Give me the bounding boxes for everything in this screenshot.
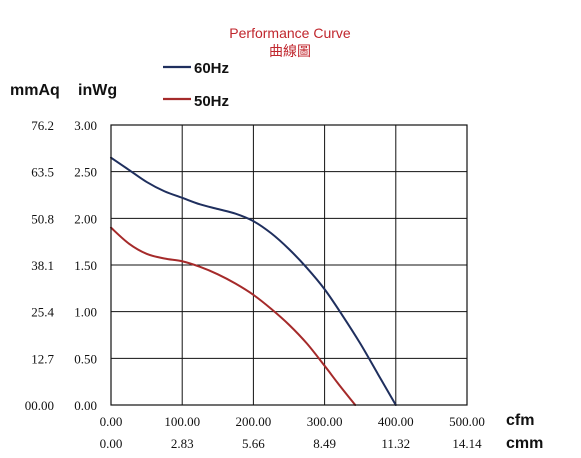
y-tick-label-inwg: 0.50	[74, 351, 97, 366]
y-tick-label-mmaq: 12.7	[31, 351, 54, 366]
chart-subtitle: 曲線圖	[269, 43, 311, 59]
legend-label-60hz: 60Hz	[194, 60, 229, 77]
x-tick-label-cmm: 11.32	[381, 436, 410, 451]
y-tick-label-mmaq: 25.4	[31, 305, 54, 320]
x-tick-label-cfm: 0.00	[100, 414, 123, 429]
x-tick-label-cfm: 500.00	[449, 414, 485, 429]
x-axis-unit-cmm: cmm	[506, 435, 543, 452]
y-tick-label-inwg: 0.00	[74, 398, 97, 413]
y-tick-label-mmaq: 76.2	[31, 118, 54, 133]
grid	[110, 124, 468, 406]
tick-labels: 0.000.00100.002.83200.005.66300.008.4940…	[25, 118, 485, 451]
x-tick-label-cfm: 400.00	[378, 414, 414, 429]
x-axis-unit-cfm: cfm	[506, 412, 534, 429]
y-tick-label-inwg: 2.50	[74, 165, 97, 180]
x-tick-label-cmm: 5.66	[242, 436, 265, 451]
y-tick-label-mmaq: 38.1	[31, 258, 54, 273]
x-tick-label-cmm: 8.49	[313, 436, 336, 451]
x-tick-label-cfm: 300.00	[307, 414, 343, 429]
y-tick-label-inwg: 2.00	[74, 211, 97, 226]
y-tick-label-inwg: 1.00	[74, 305, 97, 320]
series-line-60hz	[110, 156, 397, 406]
x-tick-label-cmm: 0.00	[100, 436, 123, 451]
x-tick-label-cmm: 2.83	[171, 436, 194, 451]
series-lines	[110, 156, 397, 406]
y-tick-label-inwg: 1.50	[74, 258, 97, 273]
y-axis-unit-mmaq: mmAq	[10, 82, 60, 99]
y-tick-label-inwg: 3.00	[74, 118, 97, 133]
y-tick-label-mmaq: 50.8	[31, 211, 54, 226]
x-tick-label-cfm: 200.00	[236, 414, 272, 429]
y-axis-unit-inwg: inWg	[78, 82, 117, 99]
y-tick-label-mmaq: 63.5	[31, 165, 54, 180]
x-tick-label-cmm: 14.14	[452, 436, 482, 451]
chart-title: Performance Curve	[229, 25, 351, 41]
x-tick-label-cfm: 100.00	[164, 414, 200, 429]
y-tick-label-mmaq: 00.00	[25, 398, 54, 413]
series-line-50hz	[110, 226, 357, 406]
legend-label-50hz: 50Hz	[194, 93, 229, 110]
plot-frame	[110, 124, 468, 406]
